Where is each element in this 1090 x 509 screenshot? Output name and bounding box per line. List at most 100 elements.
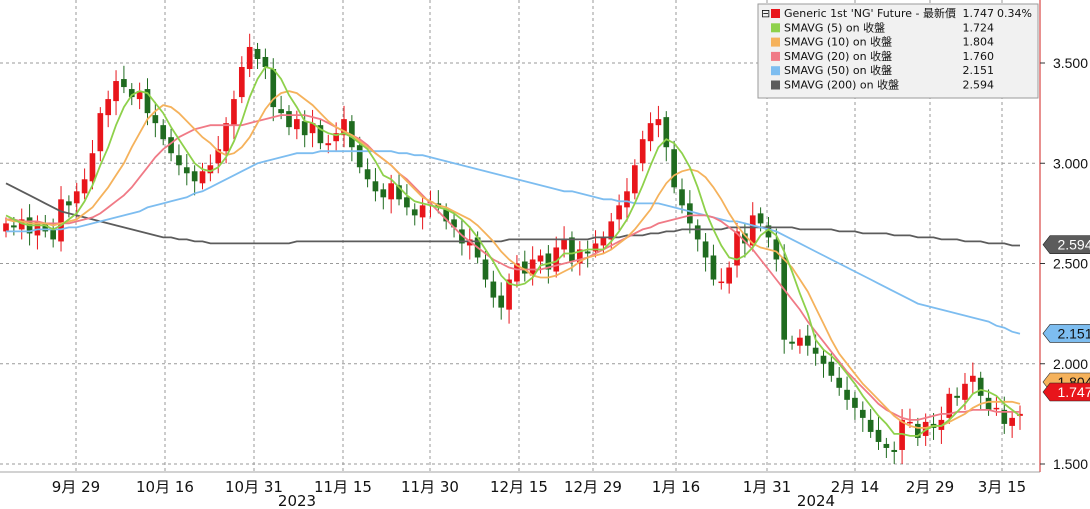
- candle-body: [380, 189, 387, 198]
- candle-body: [899, 419, 905, 450]
- candle-body: [128, 89, 135, 98]
- legend-series-value: 1.724: [963, 21, 995, 34]
- candle-body: [50, 229, 56, 240]
- last-value-tag-text: 2.594: [1057, 237, 1090, 253]
- candle-body: [655, 119, 662, 126]
- candle-body: [804, 335, 811, 346]
- legend-series-value: 2.594: [963, 79, 995, 92]
- candle-body: [529, 259, 536, 276]
- candle-body: [144, 89, 151, 114]
- candle-body: [73, 191, 80, 204]
- candle-body: [773, 239, 780, 260]
- candle-body: [576, 249, 583, 264]
- candle-body: [616, 205, 622, 220]
- candle-body: [152, 115, 159, 124]
- x-tick-label: 10月 31: [225, 478, 283, 496]
- candle-body: [946, 393, 953, 418]
- x-tick-label: 12月 15: [490, 478, 548, 496]
- legend-series-change: 0.34%: [997, 7, 1032, 20]
- candle-body: [18, 219, 25, 230]
- legend-box: [757, 3, 1039, 99]
- candle-body: [671, 149, 677, 188]
- candle-body: [113, 81, 119, 102]
- candle-body: [639, 139, 646, 164]
- candle-body: [914, 423, 921, 438]
- legend-series-value: 1.804: [963, 36, 995, 49]
- last-value-tag-text: 2.151: [1057, 325, 1090, 341]
- candle-body: [891, 449, 898, 452]
- candle-body: [254, 48, 261, 59]
- candle-body: [278, 109, 284, 114]
- sma10-line: [5, 90, 1021, 429]
- candle-body: [537, 255, 544, 262]
- legend-swatch: [771, 80, 780, 90]
- candle-body: [301, 121, 308, 136]
- candle-body: [875, 429, 882, 442]
- candle-body: [3, 223, 9, 232]
- x-tick-label: 3月 15: [978, 478, 1026, 496]
- legend-swatch: [771, 66, 780, 76]
- candle-body: [561, 239, 567, 250]
- last-value-tag: 2.594: [1042, 235, 1090, 254]
- last-value-tag-box: [1042, 235, 1090, 254]
- candle-body: [757, 213, 764, 224]
- candle-body: [679, 189, 685, 206]
- candle-body: [962, 383, 968, 400]
- candle-body: [514, 263, 520, 282]
- candle-body: [608, 221, 615, 240]
- candle-body: [977, 377, 984, 396]
- candle-body: [498, 295, 505, 308]
- candle-body: [726, 267, 732, 284]
- candle-body: [490, 281, 497, 298]
- legend-series-name: SMAVG (10) on 收盤: [784, 35, 892, 49]
- y-tick-label: 1.500: [1053, 456, 1088, 472]
- candle-body: [859, 409, 866, 418]
- candle-body: [883, 443, 890, 448]
- candle-body: [411, 209, 418, 216]
- candle-body: [647, 123, 654, 142]
- candle-body: [1001, 409, 1008, 424]
- candle-body: [545, 253, 552, 270]
- candle-body: [553, 247, 560, 272]
- candle-body: [718, 281, 725, 284]
- candle-body: [836, 377, 843, 388]
- candle-body: [506, 279, 512, 310]
- candle-body: [867, 419, 874, 432]
- y-tick-label: 2.500: [1053, 256, 1088, 272]
- candle-body: [66, 201, 72, 206]
- candle-body: [199, 171, 206, 184]
- legend-swatch: [771, 51, 780, 61]
- candle-body: [58, 199, 64, 242]
- candle-body: [176, 155, 182, 166]
- candle-body: [168, 137, 174, 154]
- candle-body: [702, 241, 709, 258]
- last-value-tag: 1.747: [1042, 382, 1090, 402]
- candle-body: [270, 69, 277, 108]
- x-year-label: 2024: [797, 492, 835, 509]
- candle-body: [482, 259, 489, 280]
- candle-body: [388, 183, 394, 200]
- candle-body: [81, 179, 88, 194]
- candle-body: [404, 197, 410, 208]
- legend-series-value: 1.747: [963, 7, 995, 20]
- legend-collapse-icon: ⊟: [761, 7, 770, 20]
- candle-body: [364, 169, 371, 180]
- candle-body: [231, 99, 237, 126]
- x-tick-label: 11月 15: [314, 478, 372, 496]
- candle-body: [584, 251, 591, 254]
- candle-body: [443, 209, 450, 222]
- candle-body: [309, 123, 316, 134]
- candle-body: [812, 347, 819, 354]
- candle-body: [136, 91, 143, 100]
- candle-body: [238, 67, 245, 98]
- legend-swatch: [771, 23, 780, 33]
- candle-body: [246, 46, 253, 70]
- candle-body: [749, 215, 756, 246]
- y-tick-label: 3.000: [1053, 155, 1088, 171]
- legend-series-name: SMAVG (5) on 收盤: [784, 20, 885, 34]
- legend: Generic 1st 'NG' Future - 最新價 1.747 0.34% S…: [757, 3, 1039, 99]
- candle-body: [852, 397, 858, 408]
- candle-body: [820, 355, 827, 364]
